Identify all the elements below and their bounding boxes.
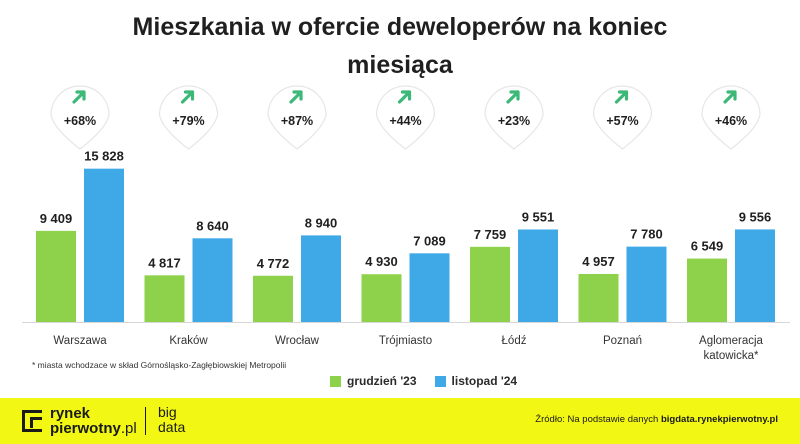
footnote: * miasta wchodzace w skład Górnośląsko-Z… — [32, 360, 287, 370]
bar-label-1-7: 6 549 — [691, 239, 724, 254]
arrow-up-right-1-icon — [72, 90, 86, 104]
bar-label-2-6: 7 780 — [630, 227, 663, 242]
bar-1-7 — [687, 258, 727, 322]
change-label-5: +23% — [498, 114, 530, 128]
bar-label-1-4: 4 930 — [365, 254, 398, 269]
logo-text-line2: pierwotny — [50, 420, 121, 437]
bar-1-2 — [144, 275, 185, 322]
legend: grudzień '23 listopad '24 — [330, 374, 535, 388]
category-label-7-2: katowicka* — [704, 350, 759, 362]
arrow-up-right-2-icon — [180, 90, 195, 104]
source-note: Źródło: Na podstawie danych bigdata.ryne… — [535, 414, 778, 425]
change-bubble-3 — [267, 85, 327, 150]
bigdata-logo-line1: big — [158, 404, 177, 420]
bar-label-2-1: 15 828 — [84, 149, 124, 164]
logo-mark-icon — [22, 410, 42, 432]
bar-1-5 — [470, 246, 510, 322]
footer-bar: rynek pierwotny.pl big data Źródło: Na p… — [0, 398, 800, 444]
bar-2-4 — [409, 253, 450, 322]
bar-2-3 — [301, 235, 341, 322]
bar-label-2-3: 8 940 — [305, 215, 338, 230]
change-bubble-6 — [592, 85, 653, 150]
bar-label-1-2: 4 817 — [148, 255, 181, 270]
bar-chart: 9 409 15 828 Warszawa +68% 4 817 8 640 Kraków +… — [22, 85, 790, 362]
bar-label-1-1: 9 409 — [40, 211, 73, 226]
change-label-3: +87% — [281, 114, 313, 128]
arrow-up-right-3-icon — [289, 90, 303, 104]
bigdata-logo-line2: data — [158, 419, 186, 435]
bar-label-1-6: 4 957 — [582, 254, 615, 269]
bar-label-2-4: 7 089 — [413, 233, 446, 248]
category-label-3: Wrocław — [275, 335, 320, 347]
bar-label-2-5: 9 551 — [522, 209, 555, 224]
arrow-up-right-6-icon — [614, 90, 629, 104]
category-label-2: Kraków — [169, 335, 208, 347]
bar-label-1-5: 7 759 — [474, 227, 507, 242]
category-label-6: Poznań — [603, 335, 642, 347]
category-label-5: Łódź — [502, 335, 527, 347]
category-label-4: Trójmiasto — [379, 335, 432, 347]
bar-2-7 — [735, 229, 775, 322]
legend-label-series-1: grudzień '23 — [347, 374, 417, 388]
arrow-up-right-7-icon — [723, 90, 737, 104]
category-label-1: Warszawa — [53, 335, 107, 347]
change-label-4: +44% — [389, 114, 421, 128]
bar-label-2-2: 8 640 — [196, 218, 229, 233]
logo-divider — [145, 407, 146, 435]
bar-2-2 — [192, 238, 233, 322]
legend-item-series-2: listopad '24 — [434, 374, 518, 388]
bar-1-4 — [361, 274, 402, 322]
chart-title: Mieszkania w ofercie deweloperów na koni… — [132, 13, 668, 79]
source-prefix: Źródło: Na podstawie danych — [535, 414, 661, 425]
legend-label-series-2: listopad '24 — [451, 374, 518, 388]
bar-label-1-3: 4 772 — [257, 256, 290, 271]
change-label-7: +46% — [715, 114, 747, 128]
arrow-up-right-5-icon — [506, 90, 520, 104]
change-label-1: +68% — [64, 114, 96, 128]
change-bubble-2 — [158, 85, 219, 150]
legend-swatch-series-2 — [434, 375, 446, 387]
bar-1-1 — [36, 230, 76, 322]
bar-1-6 — [578, 273, 619, 322]
bar-1-3 — [253, 275, 293, 322]
logo-text-suffix: .pl — [120, 420, 137, 437]
legend-item-series-1: grudzień '23 — [330, 374, 417, 388]
source-link[interactable]: bigdata.rynekpierwotny.pl — [660, 414, 778, 425]
bigdata-logo: big data — [158, 405, 185, 435]
change-bubble-7 — [701, 85, 761, 150]
change-label-6: +57% — [606, 114, 638, 128]
change-bubble-1 — [50, 85, 110, 150]
category-label-7-1: Aglomeracja — [699, 335, 764, 347]
arrow-up-right-4-icon — [397, 90, 412, 104]
rynekpierwotny-logo: rynek pierwotny.pl — [22, 406, 137, 436]
bar-2-6 — [626, 246, 667, 322]
change-bubble-5 — [484, 85, 544, 150]
change-label-2: +79% — [172, 114, 204, 128]
bar-2-1 — [84, 168, 124, 322]
bar-label-2-7: 9 556 — [739, 209, 772, 224]
logo-text-line1: rynek — [50, 405, 91, 422]
legend-swatch-series-1 — [330, 375, 341, 387]
bar-2-5 — [518, 229, 558, 322]
change-bubble-4 — [375, 85, 436, 150]
